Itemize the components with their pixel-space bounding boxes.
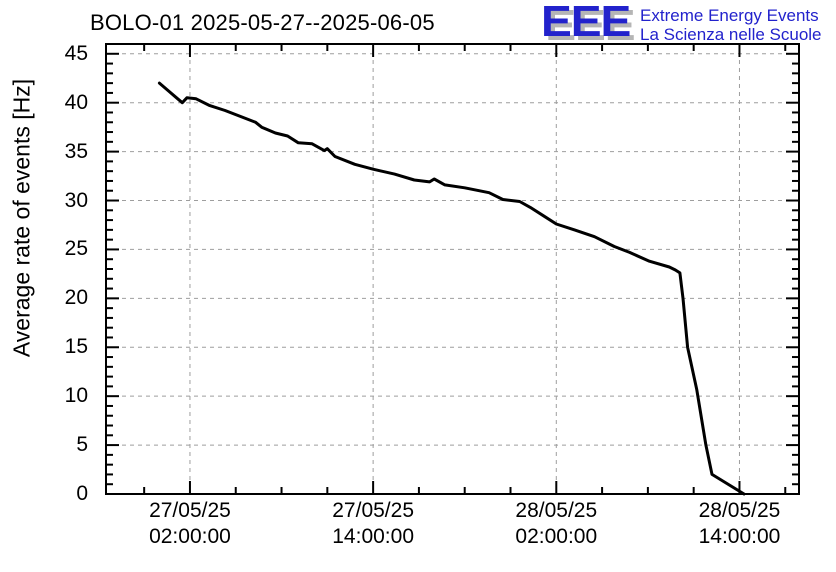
x-tick-label: 27/05/25 14:00:00 — [303, 498, 443, 550]
plot-frame — [105, 43, 800, 495]
x-tick-label-time: 02:00:00 — [515, 525, 598, 548]
x-tick-label-date: 27/05/25 — [149, 499, 231, 522]
x-tick-label-date: 27/05/25 — [332, 499, 414, 522]
y-tick-label: 0 — [76, 482, 88, 505]
y-tick-label: 40 — [64, 90, 88, 114]
y-tick-label: 5 — [76, 433, 88, 457]
x-tick-label-date: 28/05/25 — [698, 499, 781, 522]
x-tick-label-time: 02:00:00 — [149, 525, 231, 548]
series-average-rate — [157, 81, 746, 496]
eee-logo-line1: Extreme Energy Events — [640, 6, 819, 25]
y-tick-label: 10 — [64, 384, 88, 408]
eee-logo-acronym: EEE — [541, 0, 631, 46]
y-tick-label: 35 — [64, 139, 88, 163]
y-tick-label: 20 — [64, 286, 88, 310]
plot-title: BOLO-01 2025-05-27--2025-06-05 — [90, 10, 435, 35]
y-tick-label: 30 — [64, 188, 88, 212]
eee-logo: EEE Extreme Energy Events La Scienza nel… — [541, 0, 822, 46]
y-tick-label: 25 — [64, 237, 88, 261]
x-tick-label: 28/05/25 14:00:00 — [669, 498, 809, 550]
x-tick-label-time: 14:00:00 — [698, 525, 781, 548]
x-tick-label: 28/05/25 02:00:00 — [486, 498, 626, 550]
x-tick-label: 27/05/25 02:00:00 — [120, 498, 260, 550]
y-tick-label: 15 — [64, 335, 88, 359]
eee-logo-text: Extreme Energy Events La Scienza nelle S… — [640, 6, 821, 44]
x-tick-label-date: 28/05/25 — [515, 499, 598, 522]
x-tick-label-time: 14:00:00 — [332, 525, 414, 548]
y-tick-label: 45 — [64, 41, 88, 65]
eee-logo-line2: La Scienza nelle Scuole — [640, 25, 822, 44]
